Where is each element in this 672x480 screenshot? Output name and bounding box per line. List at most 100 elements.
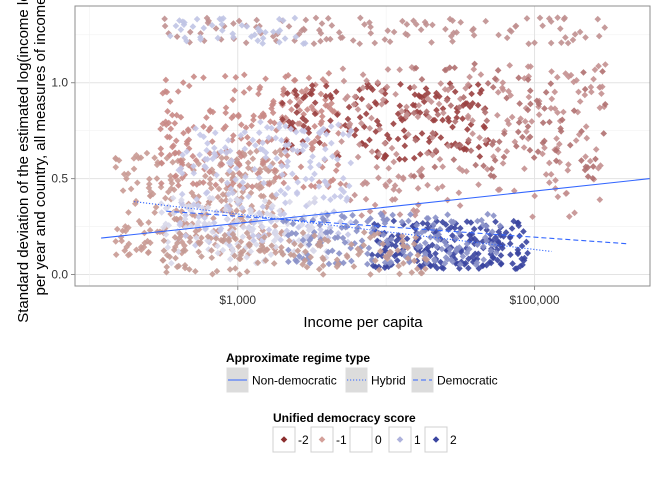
data-point — [489, 83, 497, 91]
data-point — [358, 212, 365, 219]
data-point — [249, 225, 257, 233]
data-point — [335, 230, 342, 237]
data-point — [376, 240, 384, 247]
data-point — [209, 138, 216, 145]
data-point — [442, 254, 450, 261]
data-point — [367, 23, 374, 31]
data-point — [289, 170, 296, 178]
data-point — [303, 202, 310, 210]
data-point — [167, 185, 175, 192]
data-point — [490, 173, 498, 180]
data-point — [403, 103, 410, 111]
data-point — [398, 218, 406, 226]
data-point — [490, 212, 497, 219]
data-point — [589, 163, 597, 170]
data-point — [586, 157, 594, 165]
data-point — [189, 23, 197, 30]
data-point — [335, 29, 343, 36]
data-point — [192, 268, 199, 275]
data-point — [115, 157, 123, 164]
data-point — [331, 234, 339, 242]
data-point — [488, 165, 495, 173]
data-point — [414, 185, 422, 192]
data-point — [388, 241, 395, 248]
data-point — [172, 254, 179, 262]
trend-line — [133, 201, 552, 253]
data-point — [335, 130, 342, 137]
data-point — [508, 113, 516, 121]
data-point — [508, 28, 515, 35]
data-point — [189, 180, 197, 188]
data-point — [558, 39, 565, 46]
data-point — [260, 245, 267, 252]
data-point — [425, 113, 433, 121]
data-point — [414, 251, 422, 259]
data-point — [247, 189, 255, 197]
data-point — [321, 155, 328, 163]
data-point — [230, 20, 237, 27]
data-point — [212, 25, 220, 32]
data-point — [416, 262, 424, 270]
data-point — [272, 134, 280, 142]
data-point — [302, 16, 310, 24]
data-point — [158, 209, 165, 216]
data-point — [515, 74, 522, 82]
data-point — [307, 163, 314, 171]
data-point — [487, 247, 495, 255]
data-point — [298, 88, 306, 95]
data-point — [446, 80, 454, 87]
data-point — [428, 39, 435, 46]
data-point — [162, 205, 170, 212]
data-point — [119, 227, 126, 235]
data-point — [347, 159, 355, 167]
data-point — [489, 254, 497, 261]
data-point — [582, 34, 589, 41]
data-point — [257, 30, 265, 37]
data-point — [144, 249, 152, 257]
data-point — [265, 199, 273, 206]
data-point — [262, 257, 270, 264]
data-point — [433, 106, 440, 114]
data-point — [337, 193, 344, 200]
data-point — [271, 222, 279, 230]
data-point — [551, 105, 559, 112]
data-point — [512, 22, 520, 30]
data-point — [255, 232, 262, 240]
data-point — [470, 65, 478, 73]
data-point — [164, 238, 172, 246]
data-point — [271, 227, 279, 235]
data-point — [340, 77, 348, 85]
data-point — [259, 159, 267, 167]
data-point — [379, 240, 387, 248]
data-point — [437, 80, 445, 87]
data-point — [176, 219, 184, 227]
data-point — [601, 100, 609, 108]
data-point — [268, 105, 275, 112]
data-point — [234, 240, 241, 248]
data-point — [358, 95, 366, 103]
data-point — [301, 93, 309, 100]
data-point — [514, 219, 521, 227]
data-point — [548, 68, 555, 75]
data-point — [496, 222, 504, 230]
data-point — [379, 212, 386, 220]
data-point — [400, 221, 407, 228]
data-point — [146, 226, 154, 234]
data-point — [137, 220, 145, 228]
data-point — [282, 148, 289, 155]
data-point — [442, 25, 449, 33]
data-point — [345, 131, 353, 139]
data-point — [472, 161, 479, 169]
data-point — [580, 69, 587, 76]
data-point — [404, 244, 411, 252]
data-point — [169, 143, 176, 151]
data-point — [528, 118, 536, 125]
data-point — [253, 241, 260, 248]
data-point — [209, 108, 217, 116]
data-point — [483, 261, 490, 269]
data-point — [227, 185, 235, 193]
data-point — [487, 250, 495, 258]
data-point — [496, 186, 504, 193]
data-point — [564, 167, 572, 174]
data-point — [415, 102, 423, 109]
